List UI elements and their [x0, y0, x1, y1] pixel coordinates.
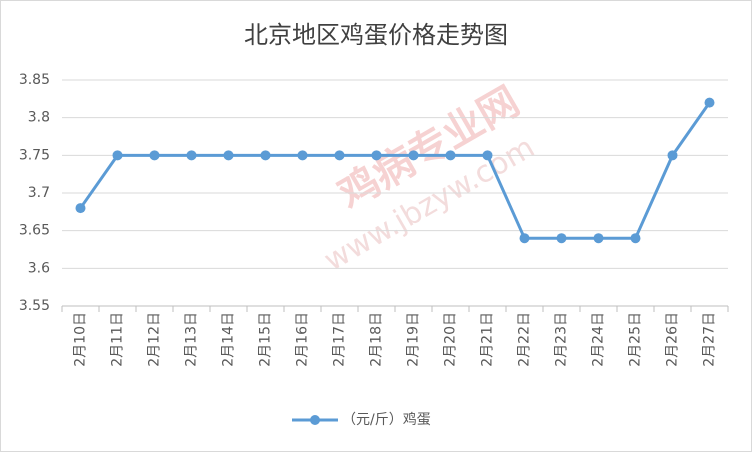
x-tick-label: 2月24日	[591, 312, 607, 367]
data-point	[334, 150, 345, 161]
y-tick-label: 3.75	[19, 147, 50, 163]
x-tick-label: 2月21日	[480, 312, 496, 367]
data-point	[704, 97, 715, 108]
chart-title: 北京地区鸡蛋价格走势图	[244, 21, 508, 49]
data-point	[260, 150, 271, 161]
data-point	[408, 150, 419, 161]
data-point	[445, 150, 456, 161]
x-tick-label: 2月12日	[147, 312, 163, 367]
x-tick-label: 2月18日	[369, 312, 385, 367]
x-tick-label: 2月26日	[665, 312, 681, 367]
x-tick-label: 2月19日	[406, 312, 422, 367]
data-point	[186, 150, 197, 161]
x-tick-label: 2月22日	[517, 312, 533, 367]
data-point	[519, 233, 530, 244]
y-tick-label: 3.55	[19, 298, 50, 314]
data-point	[112, 150, 123, 161]
x-tick-label: 2月17日	[332, 312, 348, 367]
data-point	[297, 150, 308, 161]
x-tick-label: 2月16日	[295, 312, 311, 367]
x-tick-label: 2月14日	[221, 312, 237, 367]
y-tick-label: 3.7	[28, 185, 50, 201]
data-point	[630, 233, 641, 244]
data-point	[593, 233, 604, 244]
data-point	[223, 150, 234, 161]
x-tick-label: 2月27日	[702, 312, 718, 367]
data-point	[667, 150, 678, 161]
data-point	[75, 203, 86, 214]
data-point	[149, 150, 160, 161]
series-line	[79, 101, 711, 240]
legend-marker	[310, 415, 320, 425]
y-tick-label: 3.65	[19, 223, 50, 239]
y-tick-label: 3.8	[28, 110, 50, 126]
x-tick-label: 2月11日	[110, 312, 126, 367]
data-point	[556, 233, 567, 244]
data-point	[371, 150, 382, 161]
data-point	[482, 150, 493, 161]
x-tick-label: 2月25日	[628, 312, 644, 367]
y-tick-label: 3.85	[19, 72, 50, 88]
x-tick-label: 2月23日	[554, 312, 570, 367]
x-tick-label: 2月20日	[443, 312, 459, 367]
x-tick-label: 2月10日	[73, 312, 89, 367]
legend-label: （元/斤）鸡蛋	[342, 411, 431, 428]
x-tick-label: 2月13日	[184, 312, 200, 367]
y-tick-label: 3.6	[28, 260, 50, 276]
x-tick-label: 2月15日	[258, 312, 274, 367]
